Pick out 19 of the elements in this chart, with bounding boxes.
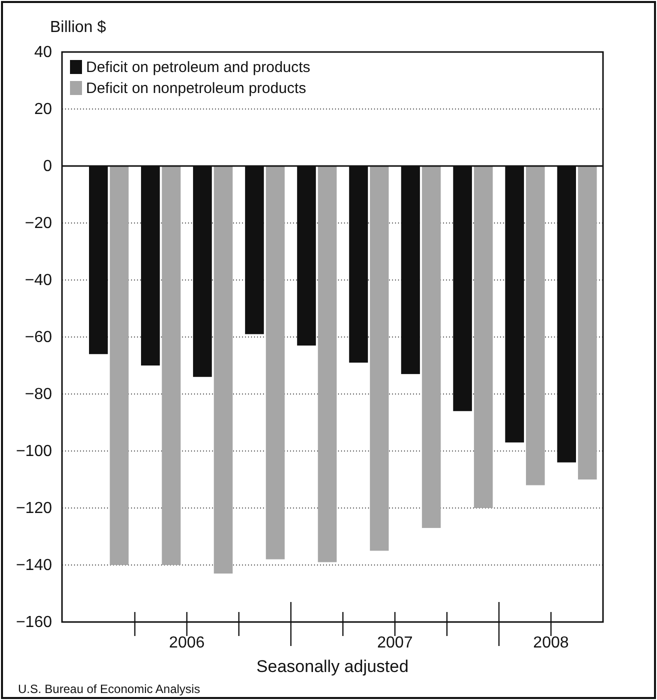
y-tick-label: −160 <box>16 614 52 632</box>
y-tick-label: 0 <box>43 158 52 176</box>
y-tick-label: −100 <box>16 443 52 460</box>
y-tick-label: −80 <box>24 386 52 404</box>
text: U.S. Bureau of Economic Analysis <box>18 682 200 696</box>
y-tick-label: −60 <box>24 329 52 346</box>
y-tick-label: 20 <box>34 101 52 118</box>
x-tick-label: 2007 <box>377 634 413 652</box>
x-axis-title: Seasonally adjusted <box>256 657 409 676</box>
y-tick-label: −20 <box>24 215 52 232</box>
y-tick-label: 40 <box>34 44 52 62</box>
y-tick-label: −40 <box>24 272 52 290</box>
x-tick-label: 2008 <box>533 634 569 652</box>
y-tick-label: −140 <box>16 557 52 574</box>
legend-label: Deficit on petroleum and products <box>86 59 310 76</box>
x-tick-label: 2006 <box>169 634 205 652</box>
legend-label: Deficit on nonpetroleum products <box>86 80 306 97</box>
y-tick-label: −120 <box>16 500 52 518</box>
y-axis-title: Billion $ <box>50 19 106 36</box>
